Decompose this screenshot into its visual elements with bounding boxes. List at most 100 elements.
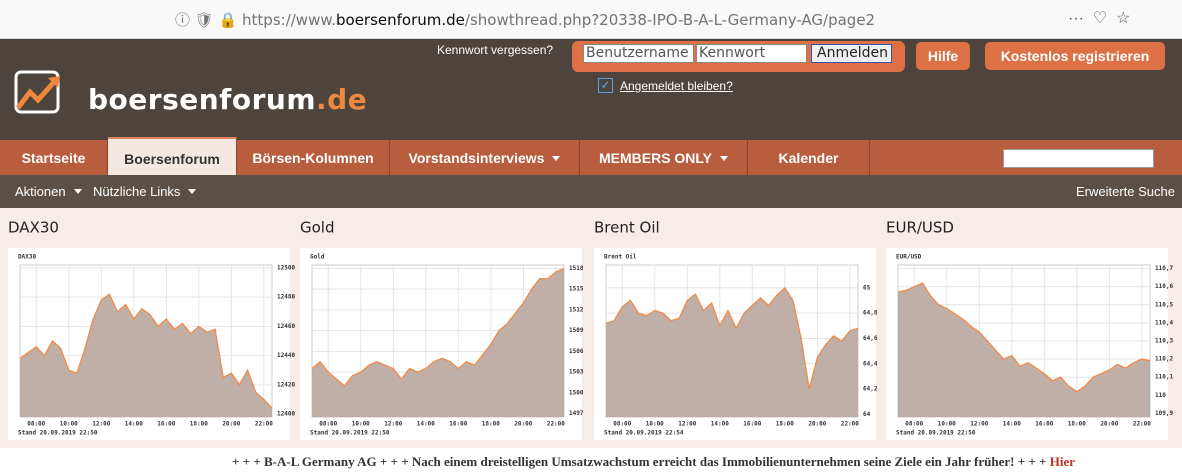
remember-label[interactable]: Angemeldet bleiben? bbox=[620, 79, 733, 93]
nav-tab[interactable]: Kalender bbox=[748, 140, 870, 175]
y-tick-label: 110,6 bbox=[1155, 283, 1173, 290]
y-tick-label: 64 bbox=[863, 411, 871, 418]
nav-tab[interactable]: Boersenforum bbox=[108, 137, 237, 175]
x-tick-label: 12:00 bbox=[678, 421, 696, 428]
area bbox=[20, 294, 272, 417]
x-tick-label: 18:00 bbox=[190, 421, 208, 428]
charts: DAX30 DAX30 12400 12420 12440 12460 12480 12500… bbox=[8, 219, 1173, 440]
ticker-text: + + + B-A-L Germany AG + + + Nach einem … bbox=[232, 454, 1047, 469]
y-tick-label: 12500 bbox=[277, 264, 295, 271]
links-label: Nützliche Links bbox=[93, 184, 181, 199]
chart-inner-title: Brent Oil bbox=[604, 254, 637, 261]
y-tick-label: 64,2 bbox=[863, 386, 878, 393]
chart-inner-title: DAX30 bbox=[18, 254, 36, 261]
area bbox=[898, 283, 1150, 417]
actions-menu[interactable]: Aktionen bbox=[15, 184, 82, 199]
y-tick-label: 64,6 bbox=[863, 335, 878, 342]
x-tick-label: 22:00 bbox=[1133, 421, 1151, 428]
x-tick-label: 18:00 bbox=[776, 421, 794, 428]
logo-tld: .de bbox=[316, 83, 368, 116]
x-tick-label: 20:00 bbox=[1100, 421, 1118, 428]
chart-heading: Gold bbox=[300, 219, 335, 237]
logo[interactable]: boersenforum.de bbox=[88, 83, 367, 116]
login-button[interactable]: Anmelden bbox=[811, 44, 892, 63]
chart-inner-title: Gold bbox=[310, 254, 325, 261]
logo-icon bbox=[14, 70, 60, 114]
nav-tab[interactable]: Börsen-Kolumnen bbox=[237, 140, 390, 175]
x-tick-label: 12:00 bbox=[92, 421, 110, 428]
y-tick-label: 110 bbox=[1155, 392, 1166, 399]
nav-tab[interactable]: Vorstandsinterviews bbox=[390, 140, 580, 175]
forgot-password[interactable]: Kennwort vergessen? bbox=[437, 43, 554, 57]
x-tick-label: 12:00 bbox=[970, 421, 988, 428]
y-tick-label: 1500 bbox=[569, 389, 584, 396]
x-tick-label: 14:00 bbox=[1003, 421, 1021, 428]
y-tick-label: 109,9 bbox=[1155, 410, 1173, 417]
advanced-search[interactable]: Erweiterte Suche bbox=[1076, 184, 1175, 199]
area bbox=[312, 268, 564, 417]
sub-nav: Aktionen Nützliche Links Erweiterte Such… bbox=[0, 175, 1182, 208]
x-tick-label: 20:00 bbox=[222, 421, 240, 428]
url[interactable]: ⓘ 🛡 🔒 https://www.boersenforum.de/showth… bbox=[175, 11, 876, 29]
search-input[interactable] bbox=[1003, 149, 1154, 168]
username-input[interactable]: Benutzername bbox=[583, 44, 694, 63]
y-tick-label: 1506 bbox=[569, 348, 584, 355]
line bbox=[605, 286, 859, 390]
y-tick-label: 12400 bbox=[277, 411, 295, 418]
y-tick-label: 65 bbox=[863, 284, 871, 291]
x-tick-label: 08:00 bbox=[613, 421, 631, 428]
x-tick-label: 16:00 bbox=[743, 421, 761, 428]
x-tick-label: 10:00 bbox=[646, 421, 664, 428]
chart-heading: Brent Oil bbox=[594, 219, 660, 237]
x-tick-label: 20:00 bbox=[514, 421, 532, 428]
x-tick-label: 20:00 bbox=[808, 421, 826, 428]
nav-tab[interactable]: Startseite bbox=[0, 140, 108, 175]
x-tick-label: 08:00 bbox=[905, 421, 923, 428]
y-tick-label: 1512 bbox=[569, 306, 584, 313]
browser-bar: ⓘ 🛡 🔒 https://www.boersenforum.de/showth… bbox=[0, 0, 1182, 39]
x-tick-label: 14:00 bbox=[711, 421, 729, 428]
area bbox=[606, 287, 858, 417]
help-button[interactable]: Hilfe bbox=[916, 42, 970, 70]
url-path: /showthread.php?20338-IPO-B-A-L-Germany-… bbox=[464, 11, 876, 29]
news-ticker: + + + B-A-L Germany AG + + + Nach einem … bbox=[232, 454, 1075, 470]
x-tick-label: 12:00 bbox=[384, 421, 402, 428]
url-prefix: https://www. bbox=[242, 11, 336, 29]
x-tick-label: 18:00 bbox=[1068, 421, 1086, 428]
chart-heading: DAX30 bbox=[8, 219, 59, 237]
line bbox=[897, 282, 1151, 393]
x-tick-label: 22:00 bbox=[841, 421, 859, 428]
chart-heading: EUR/USD bbox=[886, 219, 954, 237]
remember-checkbox[interactable]: ✓ bbox=[598, 78, 613, 93]
logo-name: boersenforum bbox=[88, 83, 317, 116]
x-tick-label: 08:00 bbox=[27, 421, 45, 428]
y-tick-label: 1509 bbox=[569, 327, 584, 334]
y-tick-label: 110,1 bbox=[1155, 374, 1173, 381]
y-tick-label: 110,2 bbox=[1155, 356, 1173, 363]
y-tick-label: 110,3 bbox=[1155, 338, 1173, 345]
x-tick-label: 08:00 bbox=[319, 421, 337, 428]
nav-tab-label: MEMBERS ONLY bbox=[598, 150, 713, 166]
links-menu[interactable]: Nützliche Links bbox=[93, 184, 197, 199]
nav-tab[interactable]: MEMBERS ONLY bbox=[580, 140, 748, 175]
y-tick-label: 12440 bbox=[277, 352, 295, 359]
browser-icons[interactable]: ··· ♡ ☆ bbox=[1068, 10, 1131, 27]
y-tick-label: 12480 bbox=[277, 294, 295, 301]
line bbox=[311, 267, 565, 387]
x-tick-label: 16:00 bbox=[1035, 421, 1053, 428]
chart-footer: Stand 20.09.2019 22:50 bbox=[310, 430, 390, 437]
chart-footer: Stand 20.09.2019 22:50 bbox=[896, 430, 976, 437]
line bbox=[19, 293, 273, 409]
register-button[interactable]: Kostenlos registrieren bbox=[985, 42, 1165, 70]
chart-footer: Stand 20.09.2019 22:54 bbox=[604, 430, 684, 437]
url-domain: boersenforum.de bbox=[336, 11, 465, 29]
site-header: boersenforum.de Kennwort vergessen? Benu… bbox=[0, 39, 1182, 140]
y-tick-label: 1503 bbox=[569, 369, 584, 376]
actions-label: Aktionen bbox=[15, 184, 66, 199]
ticker-link[interactable]: Hier bbox=[1049, 454, 1075, 469]
x-tick-label: 10:00 bbox=[938, 421, 956, 428]
y-tick-label: 64,4 bbox=[863, 360, 878, 367]
password-input[interactable]: Kennwort bbox=[696, 44, 807, 63]
x-tick-label: 16:00 bbox=[157, 421, 175, 428]
x-tick-label: 10:00 bbox=[60, 421, 78, 428]
